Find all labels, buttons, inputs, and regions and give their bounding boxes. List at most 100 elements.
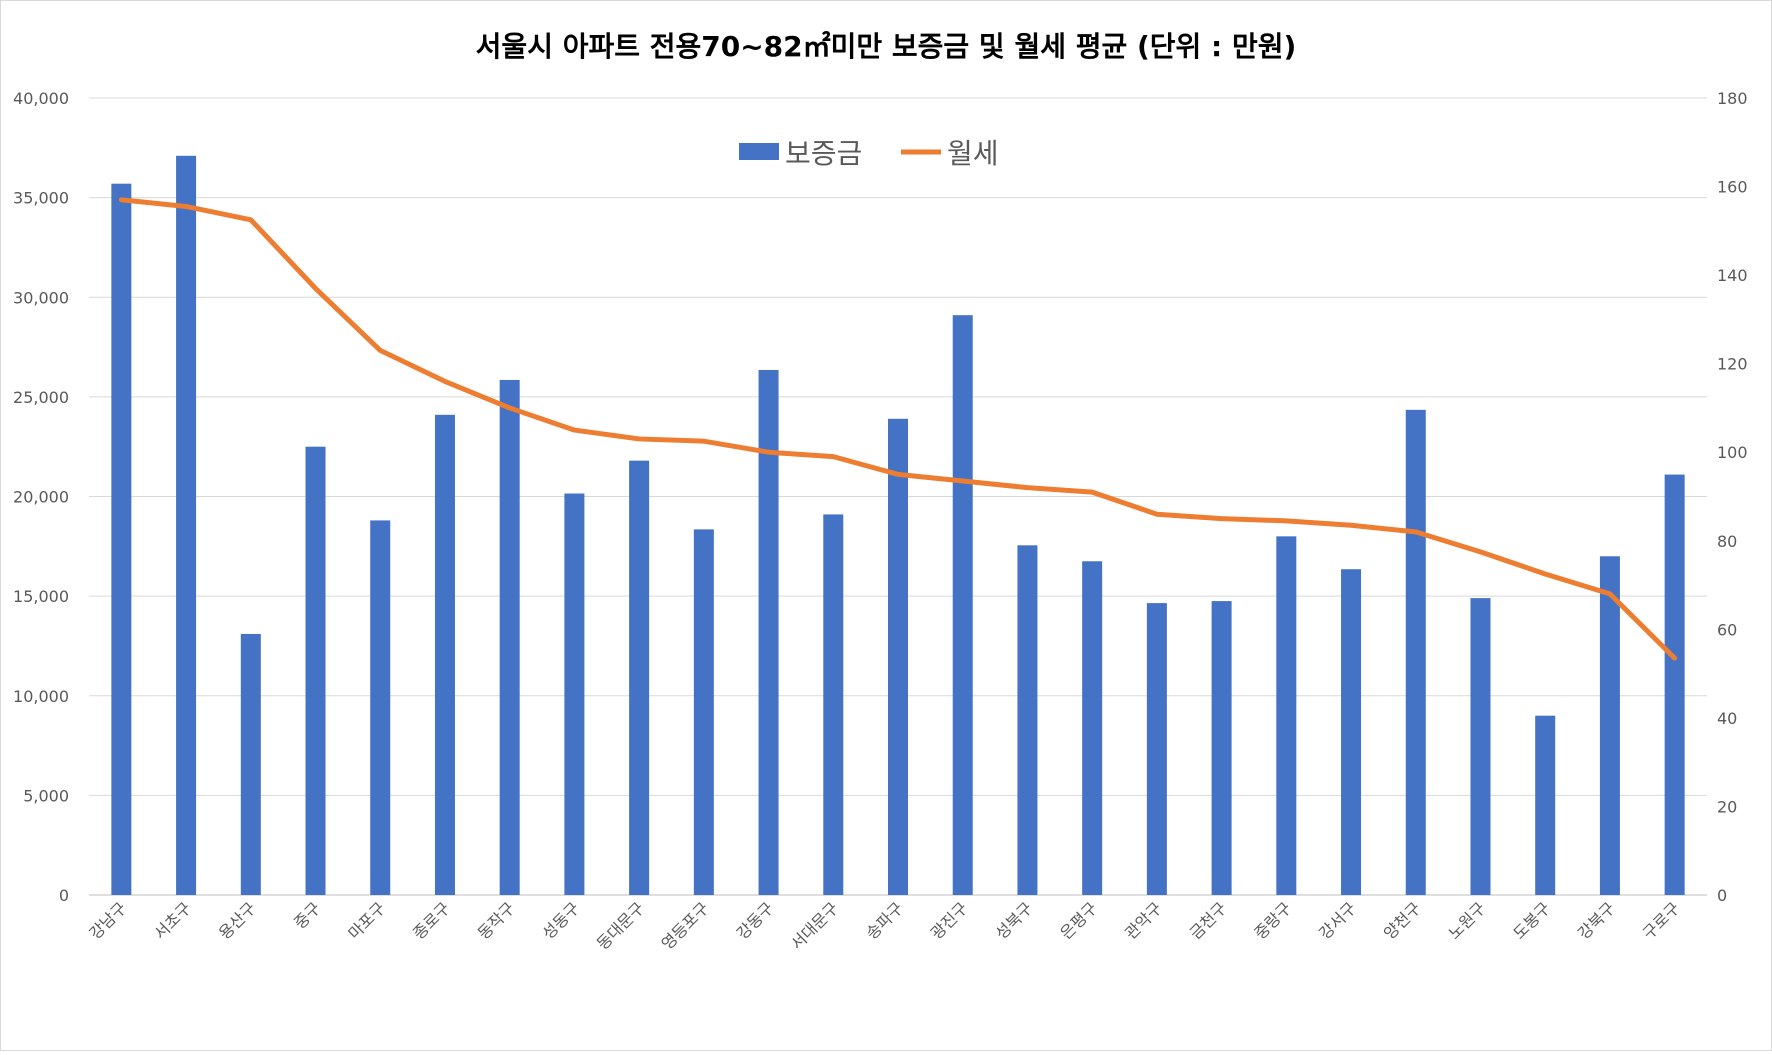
x-tick-label: 동대문구 xyxy=(593,898,648,953)
line-point xyxy=(250,219,252,221)
right-axis-ticks: 0 20 40 60 80 100 120 140 160 180 xyxy=(1717,89,1748,905)
x-tick-label: 중랑구 xyxy=(1250,898,1295,943)
bar xyxy=(1017,545,1038,895)
x-tick-label: 관악구 xyxy=(1121,898,1166,943)
line-series xyxy=(118,197,1678,661)
x-tick-label: 동작구 xyxy=(474,898,519,943)
x-axis-labels: 강남구 서초구 용산구 중구 마포구 종로구 동작구 성동구 동대문구 영등포구 강동구 서대문구 송파… xyxy=(86,898,1684,953)
line-point xyxy=(832,456,834,458)
right-tick-label: 100 xyxy=(1717,443,1748,462)
bar-series xyxy=(111,155,1685,896)
bar xyxy=(1470,598,1491,895)
right-tick-label: 140 xyxy=(1717,266,1748,285)
line-point xyxy=(573,429,575,431)
line-point xyxy=(703,440,705,442)
x-tick-label: 용산구 xyxy=(215,898,260,943)
line-point xyxy=(1479,551,1481,553)
bar xyxy=(1211,601,1232,895)
left-tick-label: 10,000 xyxy=(13,687,69,706)
bar xyxy=(823,514,844,895)
line-point xyxy=(444,380,446,382)
x-tick-label: 성동구 xyxy=(539,898,584,943)
line-point xyxy=(1350,524,1352,526)
x-tick-label: 은평구 xyxy=(1056,898,1101,943)
x-tick-label: 강동구 xyxy=(733,898,778,943)
line-point xyxy=(1544,573,1546,575)
bar xyxy=(1082,561,1103,895)
legend-label-line: 월세 xyxy=(947,137,999,170)
right-tick-label: 60 xyxy=(1717,620,1737,639)
bar xyxy=(888,418,908,895)
bar xyxy=(111,183,132,896)
line-point xyxy=(315,287,317,289)
right-tick-label: 20 xyxy=(1717,797,1737,816)
right-tick-label: 180 xyxy=(1717,89,1748,108)
left-tick-label: 40,000 xyxy=(13,89,69,108)
bar xyxy=(1341,569,1362,895)
x-tick-label: 중구 xyxy=(290,898,324,932)
line-point xyxy=(1221,518,1223,520)
x-tick-label: 서초구 xyxy=(150,898,195,943)
right-tick-label: 160 xyxy=(1717,178,1748,197)
x-tick-label: 영등포구 xyxy=(658,898,713,953)
line-point xyxy=(120,199,122,201)
right-tick-label: 80 xyxy=(1717,532,1737,551)
bar xyxy=(370,520,391,895)
bar xyxy=(1664,474,1685,895)
line-point xyxy=(1091,491,1093,493)
x-tick-label: 서대문구 xyxy=(787,898,842,953)
left-tick-label: 35,000 xyxy=(13,189,69,208)
bar xyxy=(1276,536,1297,895)
bar xyxy=(952,315,973,895)
line-point xyxy=(768,451,770,453)
legend-label-bar: 보증금 xyxy=(785,137,862,170)
x-tick-label: 성북구 xyxy=(992,898,1037,943)
bar xyxy=(240,633,261,895)
bar xyxy=(434,414,455,895)
line-point xyxy=(1415,531,1417,533)
line-point xyxy=(509,407,511,409)
left-tick-label: 25,000 xyxy=(13,388,69,407)
right-tick-label: 0 xyxy=(1717,886,1727,905)
x-tick-label: 도봉구 xyxy=(1509,898,1554,943)
bar xyxy=(693,529,714,895)
x-tick-label: 강남구 xyxy=(86,898,131,943)
left-axis-ticks: 0 5,000 10,000 15,000 20,000 25,000 30,000 35,0… xyxy=(13,89,69,905)
x-tick-label: 양천구 xyxy=(1380,898,1425,943)
bar xyxy=(629,460,650,895)
bar xyxy=(176,155,197,896)
x-tick-label: 구로구 xyxy=(1639,898,1684,943)
line-point xyxy=(962,480,964,482)
x-tick-label: 송파구 xyxy=(862,898,907,943)
line-point xyxy=(638,438,640,440)
bar xyxy=(499,379,520,896)
x-tick-label: 노원구 xyxy=(1445,898,1490,943)
chart-title: 서울시 아파트 전용70~82㎡미만 보증금 및 월세 평균 (단위 : 만원) xyxy=(476,30,1297,63)
line-point xyxy=(1285,520,1287,522)
bar xyxy=(758,369,779,895)
bar xyxy=(564,493,585,895)
right-tick-label: 120 xyxy=(1717,355,1748,374)
bar xyxy=(1405,409,1426,895)
x-tick-label: 마포구 xyxy=(344,898,389,943)
x-tick-label: 금천구 xyxy=(1186,898,1231,943)
x-tick-label: 강북구 xyxy=(1574,898,1619,943)
legend-swatch-bar xyxy=(739,143,779,160)
right-tick-label: 40 xyxy=(1717,709,1737,728)
line-point xyxy=(1026,487,1028,489)
bar xyxy=(1599,556,1620,895)
x-tick-label: 종로구 xyxy=(409,898,454,943)
line-point xyxy=(379,349,381,351)
line-point xyxy=(1156,513,1158,515)
bar xyxy=(1535,715,1556,895)
bar xyxy=(1146,603,1167,895)
left-tick-label: 20,000 xyxy=(13,488,69,507)
line-point xyxy=(1609,593,1611,595)
x-tick-label: 강서구 xyxy=(1315,898,1360,943)
left-tick-label: 30,000 xyxy=(13,288,69,307)
line-point xyxy=(1674,657,1676,659)
legend: 보증금 월세 xyxy=(739,137,999,170)
left-tick-label: 15,000 xyxy=(13,587,69,606)
